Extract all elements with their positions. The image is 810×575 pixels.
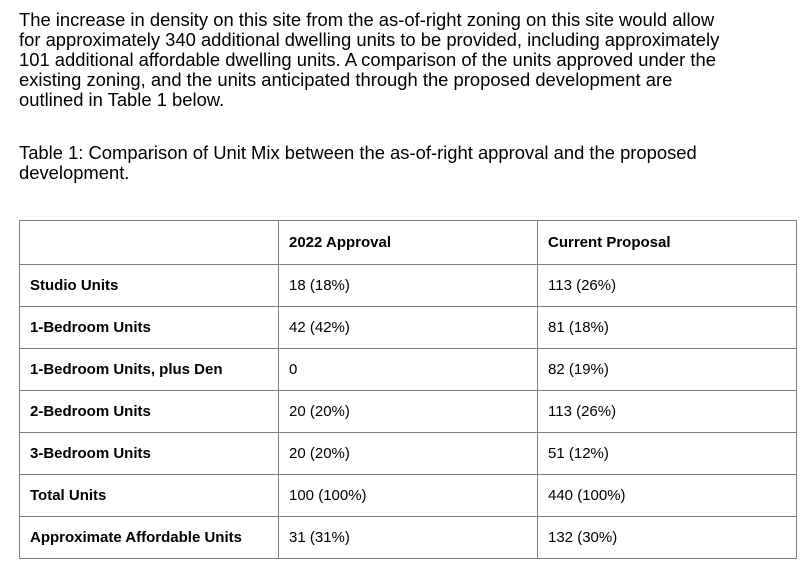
proposal-cell: 82 (19%): [537, 348, 797, 391]
proposal-cell: 51 (12%): [537, 432, 797, 475]
table-row: 1-Bedroom Units 42 (42%) 81 (18%): [19, 306, 797, 349]
intro-line: for approximately 340 additional dwellin…: [19, 29, 720, 50]
proposal-cell: 440 (100%): [537, 474, 797, 517]
approval-cell: 20 (20%): [278, 390, 538, 433]
caption-line: Table 1: Comparison of Unit Mix between …: [19, 142, 697, 163]
table-row: 1-Bedroom Units, plus Den 0 82 (19%): [19, 348, 797, 391]
row-label: 1-Bedroom Units: [19, 306, 279, 349]
caption-line: development.: [19, 162, 130, 183]
intro-line: existing zoning, and the units anticipat…: [19, 69, 673, 90]
table-row: Total Units 100 (100%) 440 (100%): [19, 474, 797, 517]
row-label: 1-Bedroom Units, plus Den: [19, 348, 279, 391]
unit-mix-table: 2022 Approval Current Proposal Studio Un…: [19, 220, 797, 559]
approval-cell: 20 (20%): [278, 432, 538, 475]
row-label: 3-Bedroom Units: [19, 432, 279, 475]
document-body: The increase in density on this site fro…: [19, 10, 799, 183]
column-header-2022-approval: 2022 Approval: [278, 220, 538, 265]
intro-line: outlined in Table 1 below.: [19, 89, 225, 110]
row-label: Approximate Affordable Units: [19, 516, 279, 559]
row-label: 2-Bedroom Units: [19, 390, 279, 433]
table-row: 2-Bedroom Units 20 (20%) 113 (26%): [19, 390, 797, 433]
table-row: Studio Units 18 (18%) 113 (26%): [19, 264, 797, 307]
table-header-row: 2022 Approval Current Proposal: [19, 220, 797, 265]
column-header-current-proposal: Current Proposal: [537, 220, 797, 265]
approval-cell: 31 (31%): [278, 516, 538, 559]
intro-paragraph: The increase in density on this site fro…: [19, 10, 799, 110]
approval-cell: 42 (42%): [278, 306, 538, 349]
row-label: Total Units: [19, 474, 279, 517]
intro-line: The increase in density on this site fro…: [19, 9, 715, 30]
table-row: Approximate Affordable Units 31 (31%) 13…: [19, 516, 797, 559]
approval-cell: 18 (18%): [278, 264, 538, 307]
row-label: Studio Units: [19, 264, 279, 307]
table-row: 3-Bedroom Units 20 (20%) 51 (12%): [19, 432, 797, 475]
corner-cell: [19, 220, 279, 265]
proposal-cell: 132 (30%): [537, 516, 797, 559]
table-caption: Table 1: Comparison of Unit Mix between …: [19, 143, 799, 183]
intro-line: 101 additional affordable dwelling units…: [19, 49, 716, 70]
approval-cell: 0: [278, 348, 538, 391]
approval-cell: 100 (100%): [278, 474, 538, 517]
proposal-cell: 113 (26%): [537, 264, 797, 307]
proposal-cell: 81 (18%): [537, 306, 797, 349]
proposal-cell: 113 (26%): [537, 390, 797, 433]
